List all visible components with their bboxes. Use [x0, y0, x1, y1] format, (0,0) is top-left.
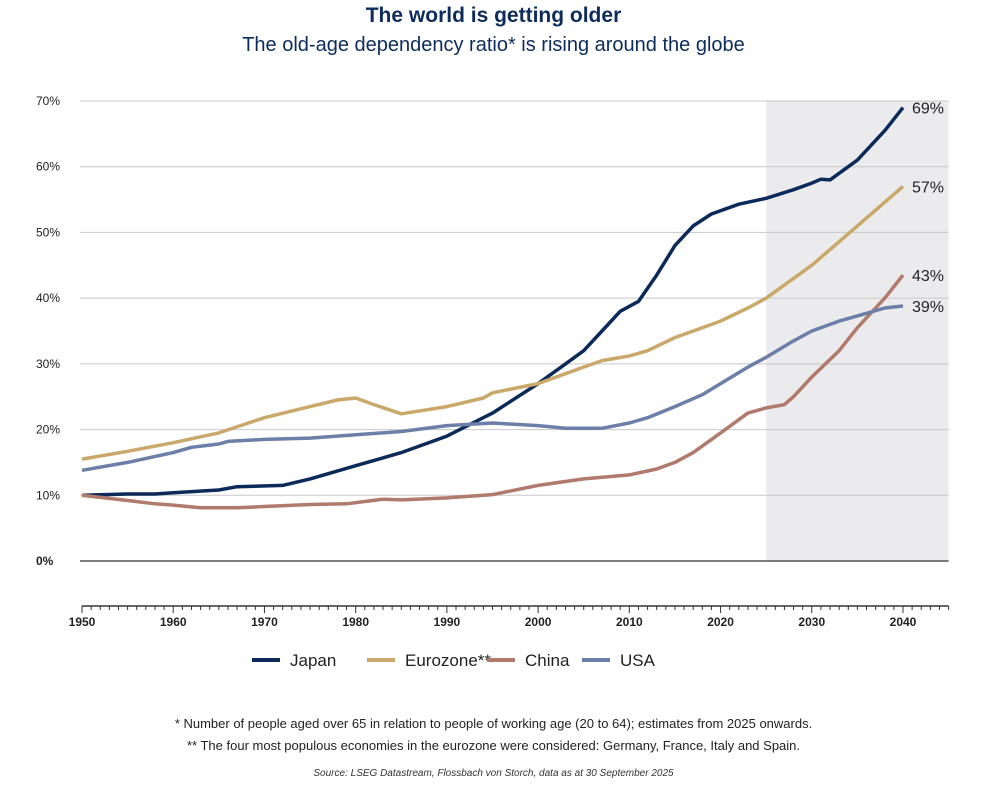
chart-title: The world is getting older — [365, 4, 622, 27]
legend-label: Japan — [290, 651, 336, 670]
y-tick-label: 40% — [36, 291, 60, 305]
forecast-shading — [766, 101, 949, 561]
x-tick-label: 1960 — [160, 615, 187, 629]
end-label: 39% — [912, 299, 944, 316]
y-tick-label: 10% — [36, 488, 60, 502]
y-tick-label: 0% — [36, 554, 54, 568]
end-label: 43% — [912, 268, 944, 285]
x-tick-label: 2040 — [890, 615, 917, 629]
end-label: 57% — [912, 179, 944, 196]
footnote-1: * Number of people aged over 65 in relat… — [174, 716, 813, 731]
footnote-2: ** The four most populous economies in t… — [186, 738, 801, 753]
x-tick-label: 2010 — [616, 615, 643, 629]
series-line-usa — [81, 304, 904, 473]
y-tick-label: 30% — [36, 357, 60, 371]
x-tick-label: 1990 — [434, 615, 461, 629]
y-tick-label: 60% — [36, 160, 60, 174]
y-tick-label: 50% — [36, 225, 60, 239]
source-note: Source: LSEG Datastream, Flossbach von S… — [313, 768, 674, 779]
y-tick-label: 70% — [36, 94, 60, 108]
line-chart: 0% 10% 20% 30% 40% 50% 60% 70% 1950 1960 1970 1980 1… — [36, 94, 950, 670]
end-label: 69% — [912, 101, 944, 118]
x-tick-label: 1980 — [342, 615, 369, 629]
series-line-eurozone — [81, 185, 905, 461]
legend-label: USA — [620, 651, 656, 670]
legend-label: Eurozone** — [405, 651, 491, 670]
x-tick-label: 2000 — [525, 615, 552, 629]
x-tick-label: 2030 — [798, 615, 825, 629]
y-tick-label: 20% — [36, 423, 60, 437]
legend-label: China — [525, 651, 570, 670]
x-tick-label: 2020 — [707, 615, 734, 629]
series-line-japan — [81, 106, 905, 498]
x-tick-label: 1970 — [251, 615, 278, 629]
chart-subtitle: The old-age dependency ratio* is rising … — [242, 34, 745, 56]
x-tick-label: 1950 — [69, 615, 96, 629]
series-line-china — [81, 274, 905, 510]
